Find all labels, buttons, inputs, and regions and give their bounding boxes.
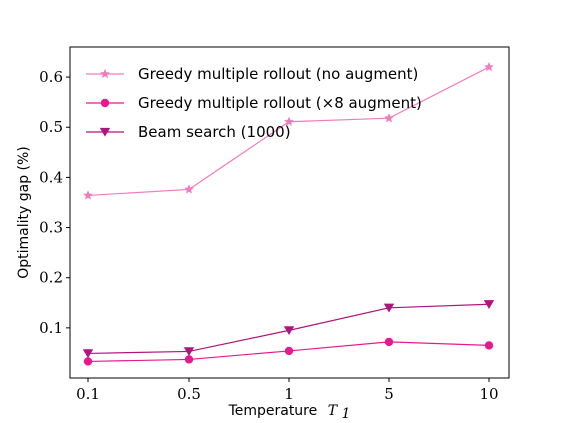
- y-tick-label: 0.1: [39, 319, 63, 337]
- x-tick-label: 0.5: [177, 385, 201, 403]
- x-tick-label: 10: [479, 385, 498, 403]
- y-axis-ticks: 0.1 0.2 0.3 0.4 0.5 0.6: [39, 68, 70, 337]
- y-tick-label: 0.2: [39, 269, 63, 287]
- data-point: [383, 112, 395, 123]
- data-point: [383, 303, 395, 313]
- legend-marker: [100, 98, 110, 108]
- x-tick-label: 1: [284, 385, 294, 403]
- legend-label: Greedy multiple rollout (no augment): [138, 65, 418, 83]
- x-axis-label-subscript: 1: [342, 406, 351, 422]
- data-point: [483, 300, 495, 309]
- data-point: [283, 116, 295, 127]
- plot-area: [82, 61, 495, 366]
- data-point: [283, 326, 295, 336]
- data-point: [83, 357, 93, 366]
- legend-label: Beam search (1000): [138, 123, 291, 141]
- x-tick-label: 5: [384, 385, 394, 403]
- x-tick-label: 0.1: [76, 385, 100, 403]
- data-point: [484, 341, 494, 350]
- y-axis-label: Optimality gap (%): [16, 146, 32, 279]
- data-point: [483, 61, 495, 72]
- legend-marker: [99, 68, 111, 79]
- x-axis-ticks: 0.1 0.5 1 5 10: [76, 378, 499, 403]
- data-point: [183, 347, 195, 357]
- legend-item: Greedy multiple rollout (no augment): [86, 65, 418, 83]
- legend-marker: [99, 127, 111, 137]
- series-2: [83, 337, 494, 366]
- x-axis-label-text: Temperature: [228, 403, 318, 419]
- data-point: [183, 184, 195, 194]
- x-axis-label: Temperature T 1: [228, 403, 351, 422]
- y-tick-label: 0.3: [39, 219, 63, 237]
- data-point: [284, 346, 294, 356]
- y-tick-label: 0.4: [39, 168, 63, 186]
- data-point: [82, 190, 94, 200]
- y-tick-label: 0.5: [39, 118, 63, 136]
- legend-item: Beam search (1000): [86, 123, 291, 141]
- data-point: [82, 349, 94, 359]
- series-3: [82, 300, 495, 359]
- y-tick-label: 0.6: [39, 68, 63, 86]
- x-axis-label-symbol: T: [328, 403, 339, 419]
- series-1: [82, 61, 495, 200]
- legend-item: Greedy multiple rollout (×8 augment): [86, 94, 422, 112]
- legend: Greedy multiple rollout (no augment) Gree…: [86, 65, 422, 141]
- legend-label: Greedy multiple rollout (×8 augment): [138, 94, 422, 112]
- data-point: [184, 355, 194, 364]
- data-point: [384, 337, 394, 347]
